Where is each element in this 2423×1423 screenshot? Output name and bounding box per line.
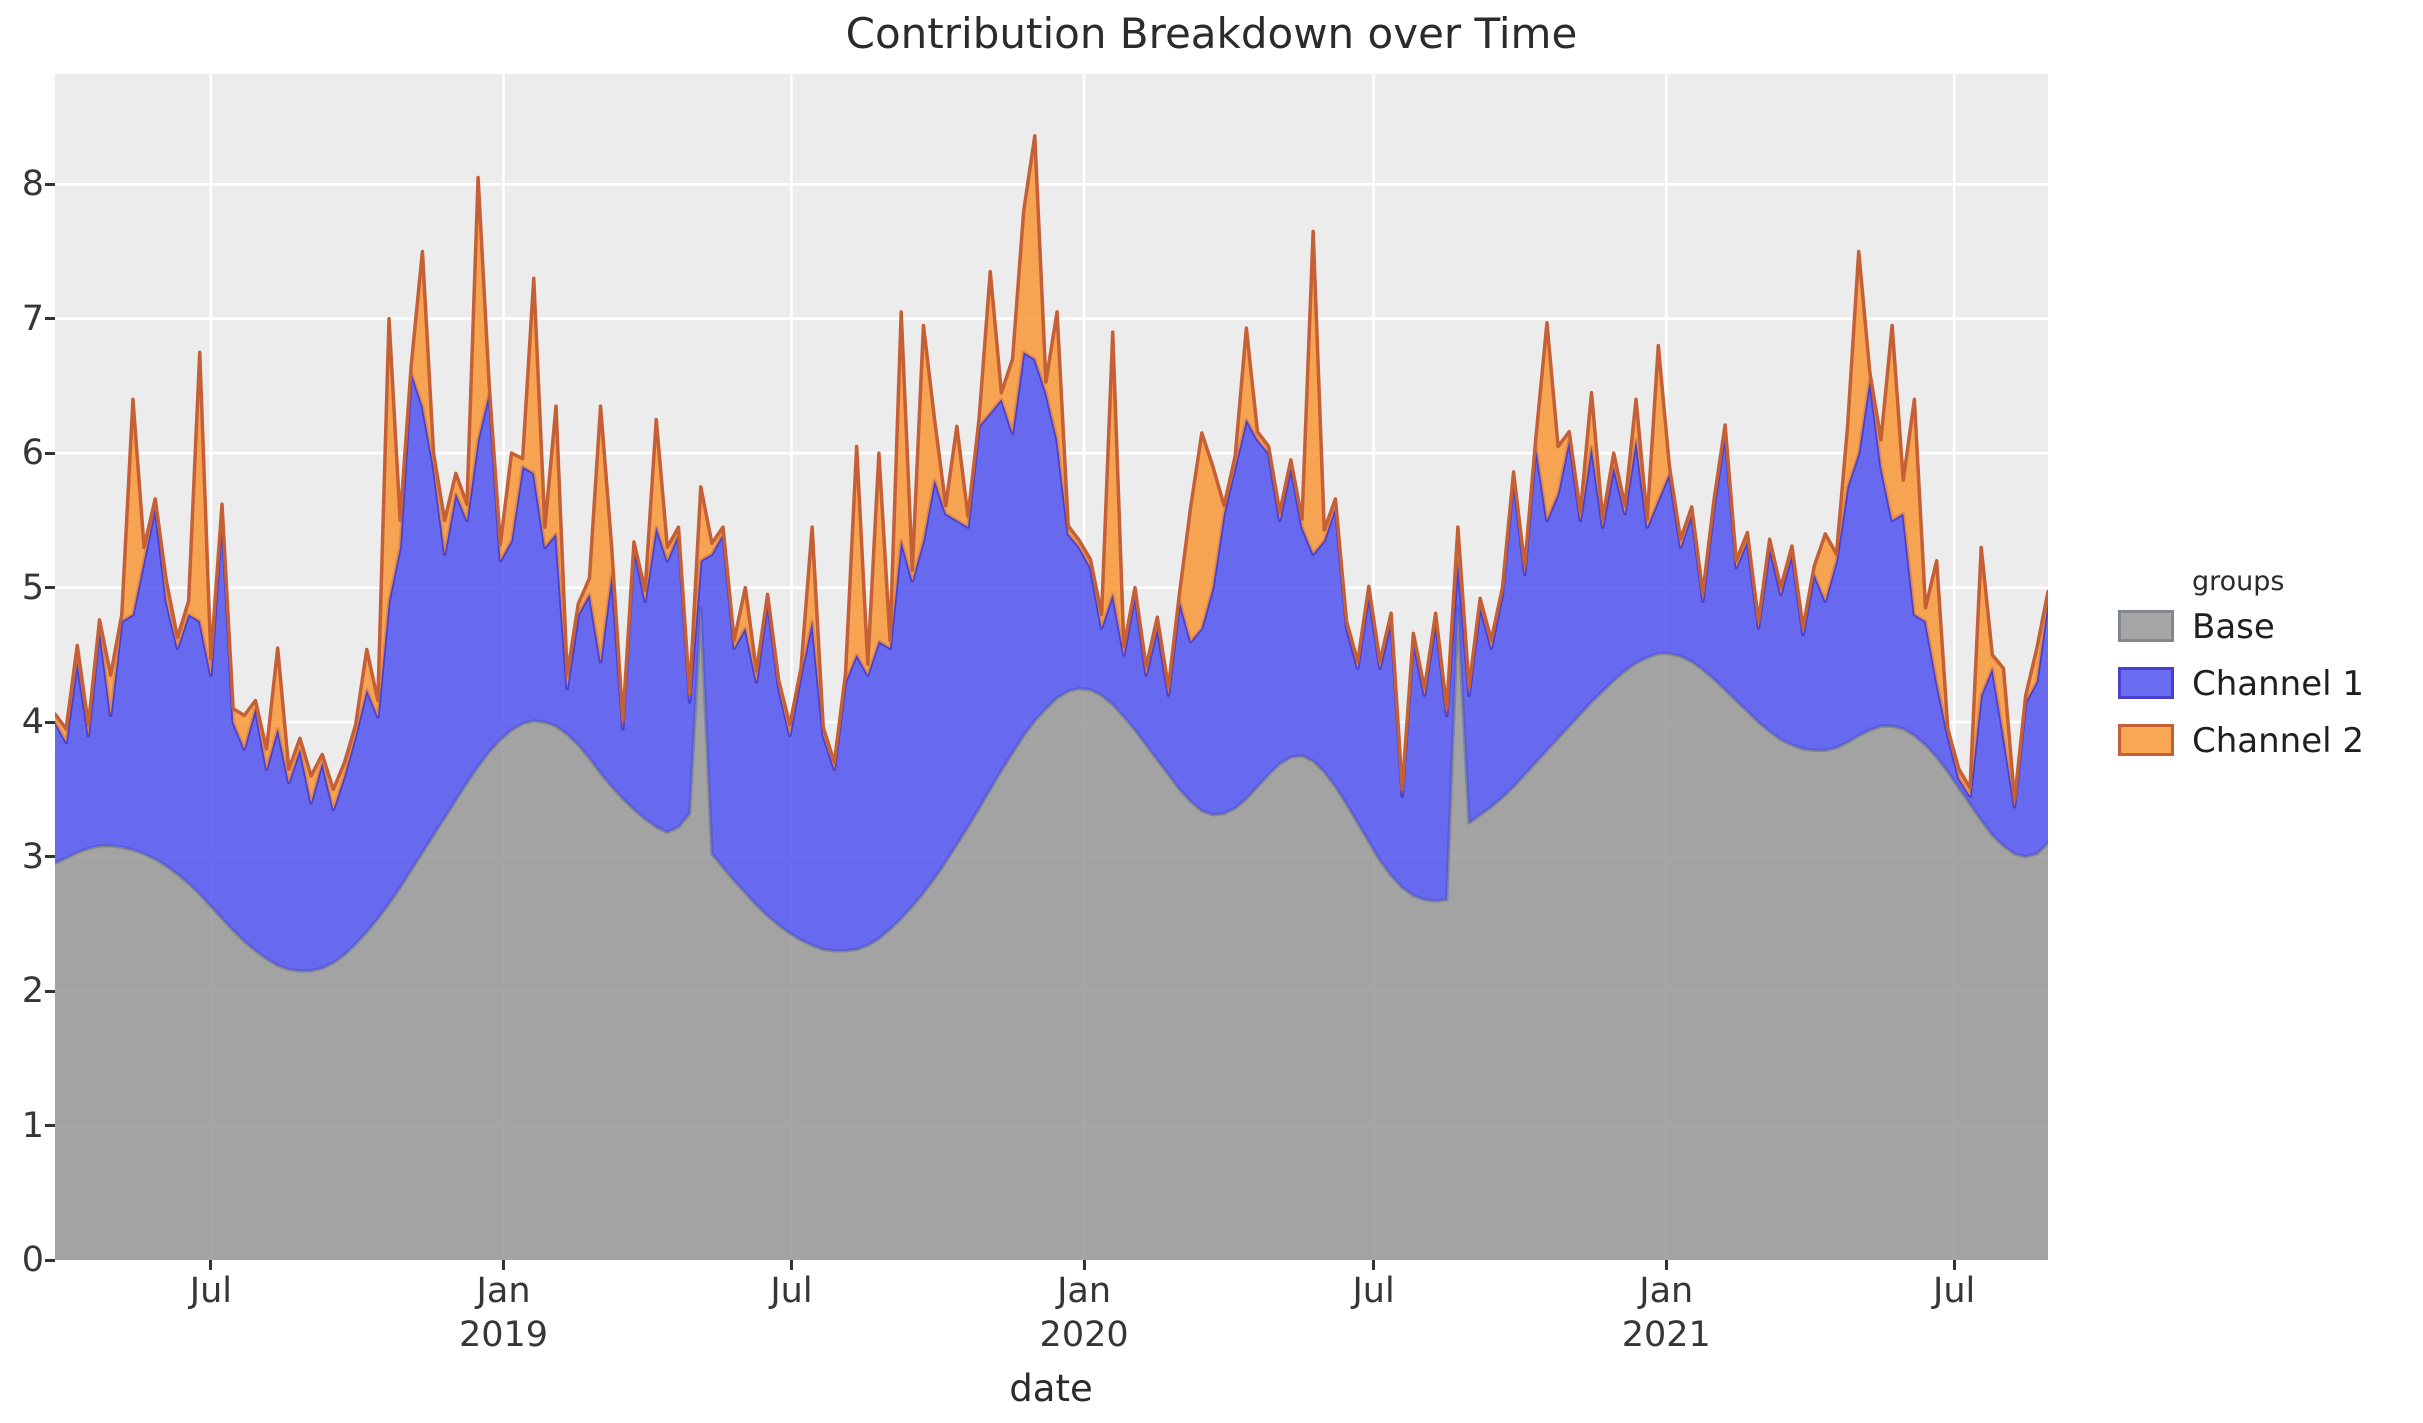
- legend-label-base: Base: [2192, 607, 2275, 647]
- y-tick-mark: [45, 586, 55, 590]
- legend-item-channel-1: Channel 1: [2118, 662, 2418, 706]
- x-tick-mark: [1372, 1260, 1376, 1270]
- x-tick-year-label: 2020: [1039, 1315, 1129, 1355]
- y-tick-label: 2: [21, 971, 44, 1012]
- y-tick-label: 8: [21, 164, 44, 205]
- y-tick-label: 7: [21, 298, 44, 339]
- y-tick-mark: [45, 855, 55, 859]
- x-tick-mark: [1664, 1260, 1668, 1270]
- x-axis-title: date: [1009, 1367, 1093, 1410]
- legend-swatch-channel-2: [2118, 724, 2174, 756]
- x-tick-label: Jan: [476, 1271, 531, 1311]
- x-tick-mark: [1082, 1260, 1086, 1270]
- legend-swatch-channel-1: [2118, 667, 2174, 699]
- x-tick-mark: [209, 1260, 213, 1270]
- area-channel-1: [55, 352, 2048, 971]
- y-tick-mark: [45, 1258, 55, 1262]
- x-tick-year-label: 2021: [1621, 1315, 1711, 1355]
- y-tick-mark: [45, 989, 55, 993]
- x-tick-label: Jul: [1352, 1271, 1395, 1311]
- y-tick-mark: [45, 182, 55, 186]
- y-tick-mark: [45, 317, 55, 321]
- chart-title: Contribution Breakdown over Time: [845, 9, 1578, 58]
- y-tick-label: 1: [21, 1105, 44, 1146]
- legend-item-channel-2: Channel 2: [2118, 719, 2418, 763]
- x-tick-mark: [1952, 1260, 1956, 1270]
- x-tick-label: Jan: [1057, 1271, 1112, 1311]
- y-tick-label: 0: [21, 1240, 44, 1280]
- x-tick-label: Jul: [189, 1271, 232, 1311]
- stacked-area-plot: [55, 74, 2048, 1260]
- y-tick-mark: [45, 1124, 55, 1128]
- x-tick-mark: [502, 1260, 506, 1270]
- x-tick-mark: [789, 1260, 793, 1270]
- y-tick-label: 3: [21, 836, 44, 877]
- y-tick-mark: [45, 720, 55, 724]
- legend-label-channel-2: Channel 2: [2192, 721, 2365, 761]
- y-tick-mark: [45, 451, 55, 455]
- x-tick-label: Jul: [770, 1271, 813, 1311]
- legend-item-base: Base: [2118, 605, 2418, 649]
- plot-panel: [55, 74, 2048, 1260]
- y-tick-label: 5: [21, 567, 44, 608]
- x-tick-year-label: 2019: [458, 1315, 549, 1355]
- area-base: [55, 607, 2048, 1260]
- area-edge-channel-2: [55, 134, 2048, 802]
- legend-swatch-base: [2118, 610, 2174, 642]
- legend-label-channel-1: Channel 1: [2192, 664, 2365, 704]
- y-tick-label: 6: [21, 433, 44, 474]
- legend-title: groups: [2192, 566, 2285, 597]
- x-tick-label: Jul: [1933, 1271, 1976, 1311]
- y-tick-label: 4: [21, 702, 44, 743]
- x-tick-label: Jan: [1639, 1271, 1694, 1311]
